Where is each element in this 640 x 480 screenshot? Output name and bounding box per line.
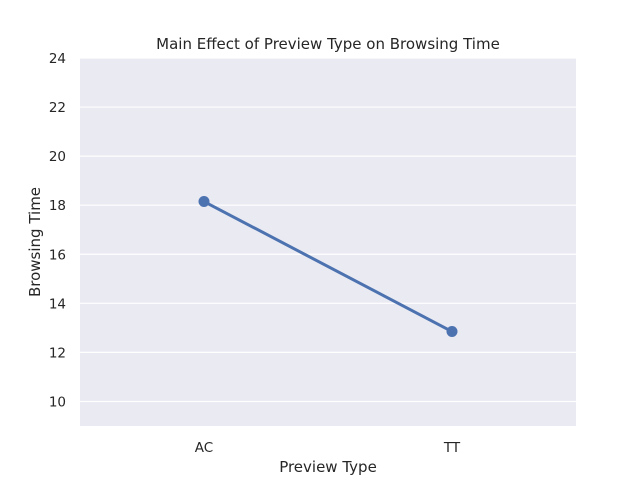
y-tick-label: 14	[49, 296, 66, 312]
series-line	[202, 200, 454, 334]
y-tick-label: 18	[49, 198, 66, 214]
data-point	[446, 326, 458, 338]
series	[198, 196, 458, 338]
grid	[80, 57, 576, 403]
y-tick-label: 22	[49, 100, 66, 116]
x-ticks: AC TT	[195, 440, 461, 456]
y-tick-label: 16	[49, 247, 66, 263]
y-tick-label: 20	[49, 149, 66, 165]
plot-background	[80, 58, 576, 426]
y-ticks: 10 12 14 16 18 20 22 24	[49, 51, 66, 410]
y-axis-label: Browsing Time	[26, 187, 44, 297]
y-tick-label: 24	[49, 51, 66, 67]
x-tick-label: TT	[443, 440, 461, 456]
data-point	[198, 196, 210, 208]
x-axis-label: Preview Type	[279, 458, 377, 476]
y-tick-label: 12	[49, 345, 66, 361]
chart-title: Main Effect of Preview Type on Browsing …	[156, 35, 500, 53]
y-tick-label: 10	[49, 394, 66, 410]
x-tick-label: AC	[195, 440, 213, 456]
